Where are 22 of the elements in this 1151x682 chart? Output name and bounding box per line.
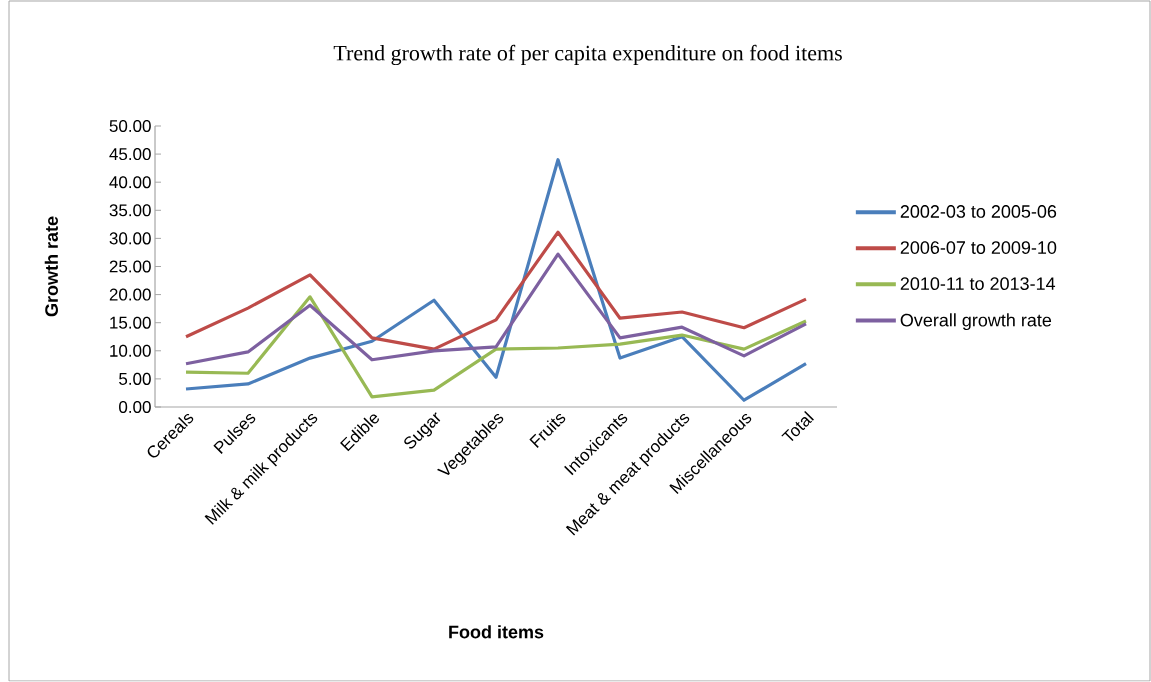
y-tick-label: 50.00	[109, 119, 151, 133]
y-axis-title: Growth rate	[44, 216, 58, 317]
y-tick-label: 25.00	[109, 260, 151, 273]
line-series	[184, 230, 808, 351]
y-tick-label: 0.00	[119, 400, 151, 414]
legend-label: 2006-07 to 2009-10	[900, 241, 1057, 254]
legend-label: Overall growth rate	[900, 313, 1052, 331]
y-tick-label: 10.00	[110, 344, 151, 357]
y-tick-label: 5.00	[119, 372, 151, 385]
legend-label: 2010-11 to 2013-14	[900, 277, 1056, 290]
y-tick-label: 45.00	[109, 148, 151, 161]
y-tick-label: 20.00	[109, 288, 151, 301]
y-tick-label: 35.00	[109, 204, 151, 217]
y-tick-label: 15.00	[110, 316, 151, 329]
y-tick-label: 30.00	[109, 232, 151, 245]
legend-label: 2002-03 to 2005-06	[900, 205, 1057, 218]
x-axis-title: Food items	[449, 625, 544, 639]
chart-title: Trend growth rate of per capita expenditure on food items	[333, 44, 842, 66]
y-tick-label: 40.00	[109, 176, 151, 189]
line-series	[184, 252, 808, 366]
line-series	[184, 158, 808, 402]
line-series	[184, 295, 808, 399]
